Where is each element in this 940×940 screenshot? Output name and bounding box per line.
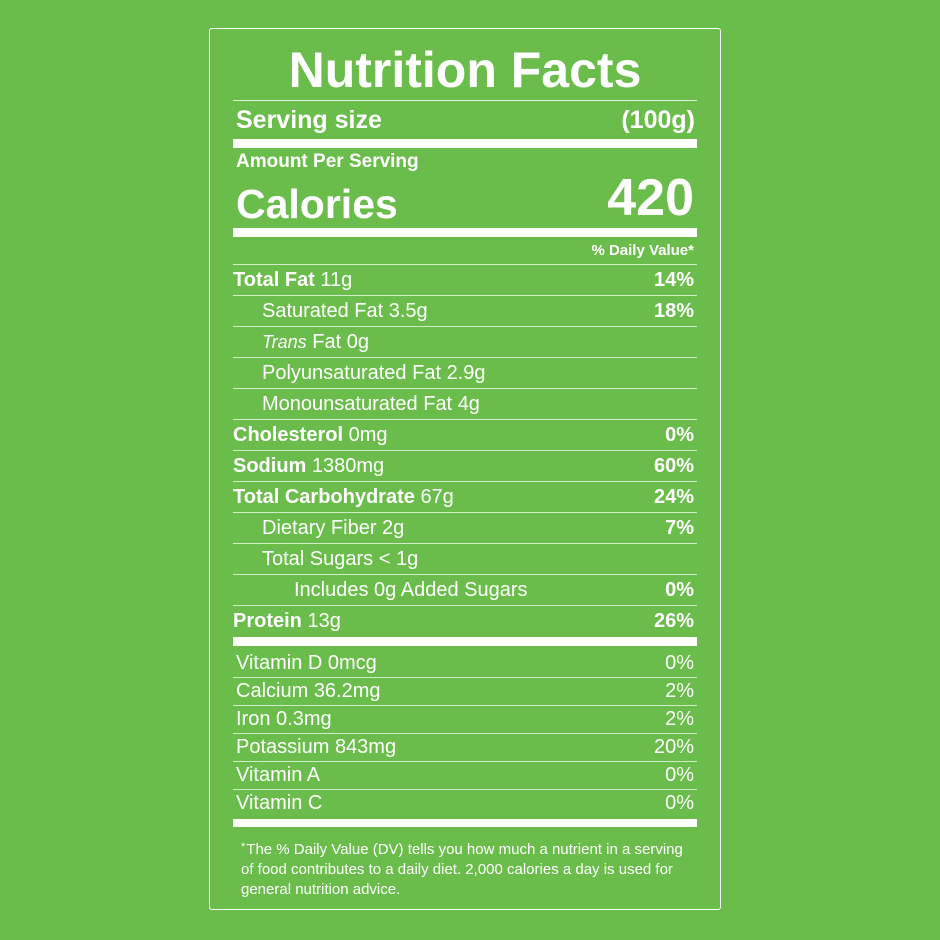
title: Nutrition Facts xyxy=(233,40,697,101)
vitamin-row: Vitamin D 0mcg 0% xyxy=(233,650,697,678)
vitamin-row: Iron 0.3mg 2% xyxy=(233,706,697,734)
nutrient-amount: 11g xyxy=(320,268,353,291)
nutrient-row: Trans Fat 0g xyxy=(233,327,697,358)
nutrient-name: Total Carbohydrate xyxy=(233,485,415,508)
nutrient-amount: 2g xyxy=(382,516,405,539)
footnote-text: The % Daily Value (DV) tells you how muc… xyxy=(241,841,683,898)
vitamin-name: Vitamin D xyxy=(236,652,323,674)
nutrient-dv: 14% xyxy=(653,268,694,291)
footnote-marker: * xyxy=(241,841,246,853)
thick-rule xyxy=(233,228,697,237)
nutrient-dv: 0% xyxy=(665,578,694,601)
nutrient-row: Includes 0g Added Sugars 0% xyxy=(233,575,697,606)
vitamin-amount: 36.2mg xyxy=(313,680,381,702)
calories-row: Calories 420 xyxy=(233,170,697,227)
nutrient-row: Total Fat 11g 14% xyxy=(233,265,697,296)
thick-rule xyxy=(233,637,697,646)
vitamin-name: Vitamin A xyxy=(236,764,321,786)
serving-value: (100g) xyxy=(621,105,695,134)
nutrient-amount: 67g xyxy=(420,485,454,508)
nutrient-row: Cholesterol 0mg 0% xyxy=(233,420,697,451)
vitamin-row: Vitamin C 0% xyxy=(233,790,697,817)
nutrient-dv: 18% xyxy=(653,299,694,322)
nutrient-row: Total Carbohydrate 67g 24% xyxy=(233,482,697,513)
calories-value: 420 xyxy=(607,169,694,227)
nutrient-row: Total Sugars < 1g xyxy=(233,544,697,575)
vitamin-name: Calcium xyxy=(236,680,309,702)
nutrient-amount: 0mg xyxy=(348,423,388,446)
nutrient-row: Monounsaturated Fat 4g xyxy=(233,389,697,420)
amount-per-serving: Amount Per Serving xyxy=(236,151,419,172)
thick-rule xyxy=(233,139,697,148)
vitamin-row: Calcium 36.2mg 2% xyxy=(233,678,697,706)
vitamin-amount: 0.3mg xyxy=(276,708,332,730)
nutrient-amount: 1380mg xyxy=(311,454,385,477)
nutrient-row: Sodium 1380mg 60% xyxy=(233,451,697,482)
nutrient-amount: 13g xyxy=(307,610,341,632)
nutrient-name: Monounsaturated Fat xyxy=(262,392,453,415)
nutrient-amount: 0g xyxy=(346,330,369,353)
nutrient-name: Sodium xyxy=(233,454,307,477)
dv-header: % Daily Value* xyxy=(233,237,697,265)
nutrition-label: Nutrition Facts Serving size (100g) Amou… xyxy=(233,40,697,900)
nutrient-row: Saturated Fat 3.5g 18% xyxy=(233,296,697,327)
vitamin-dv: 20% xyxy=(653,736,694,758)
vitamin-dv: 2% xyxy=(665,680,694,702)
vitamin-row: Potassium 843mg 20% xyxy=(233,734,697,762)
vitamin-dv: 0% xyxy=(665,764,694,786)
nutrient-dv: 0% xyxy=(665,423,694,446)
nutrient-amount: < 1g xyxy=(378,547,419,570)
nutrient-amount: 3.5g xyxy=(388,299,428,322)
nutrient-dv: 26% xyxy=(653,610,694,632)
vitamin-dv: 0% xyxy=(665,792,694,814)
nutrient-dv: 7% xyxy=(665,516,694,539)
nutrient-name: Includes 0g Added Sugars xyxy=(294,578,528,601)
vitamin-dv: 2% xyxy=(665,708,694,730)
nutrient-name: Cholesterol xyxy=(233,423,344,446)
label-border xyxy=(209,28,721,910)
vitamin-name: Iron xyxy=(236,708,271,730)
vitamin-name: Vitamin C xyxy=(236,792,323,814)
footnote: *The % Daily Value (DV) tells you how mu… xyxy=(233,837,686,900)
calories-label: Calories xyxy=(236,181,398,227)
nutrient-name: Total Sugars xyxy=(262,547,374,570)
nutrient-row: Dietary Fiber 2g 7% xyxy=(233,513,697,544)
vitamin-amount: 843mg xyxy=(334,736,397,758)
vitamin-amount: 0mcg xyxy=(327,652,377,674)
nutrient-name: Fat xyxy=(312,330,342,353)
nutrient-row: Polyunsaturated Fat 2.9g xyxy=(233,358,697,389)
vitamin-dv: 0% xyxy=(665,652,694,674)
nutrient-name: Saturated Fat xyxy=(262,299,384,322)
serving-label: Serving size xyxy=(236,105,382,134)
nutrient-name: Polyunsaturated Fat xyxy=(262,361,441,384)
nutrient-amount: 2.9g xyxy=(446,361,486,384)
nutrient-name: Total Fat xyxy=(233,268,315,291)
nutrient-name-italic: Trans xyxy=(262,331,307,352)
nutrient-amount: 4g xyxy=(457,392,480,415)
nutrient-dv: 60% xyxy=(653,454,694,477)
nutrient-name: Protein xyxy=(233,610,302,632)
serving-row: Serving size (100g) xyxy=(233,101,697,139)
thick-rule xyxy=(233,819,697,827)
nutrient-row: Protein 13g 26% xyxy=(233,606,697,637)
vitamin-name: Potassium xyxy=(236,736,330,758)
vitamin-row: Vitamin A 0% xyxy=(233,762,697,790)
nutrient-name: Dietary Fiber xyxy=(262,516,377,539)
nutrient-dv: 24% xyxy=(653,485,694,508)
